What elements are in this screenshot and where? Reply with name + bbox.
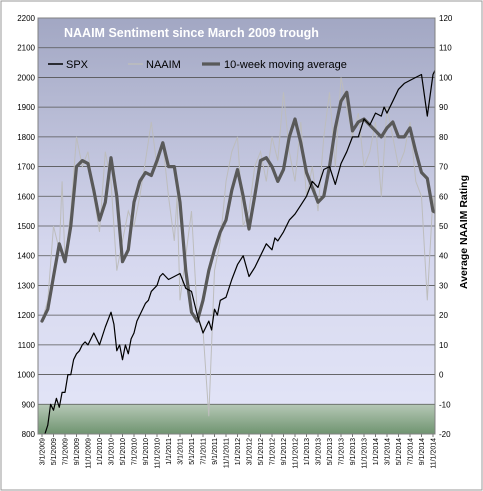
x-tick-label: 3/1/2009 — [40, 438, 47, 465]
y-right-tick-label: 0 — [439, 371, 444, 380]
y-right-tick-label: 10 — [439, 341, 448, 350]
x-tick-label: 9/1/2009 — [74, 438, 81, 465]
x-tick-label: 7/1/2014 — [408, 438, 415, 465]
naaim-line — [41, 77, 435, 417]
x-tick-label: 11/1/2014 — [431, 438, 438, 469]
y-left-tick-label: 1800 — [17, 133, 35, 142]
x-tick-label: 7/1/2013 — [339, 438, 346, 465]
x-tick-label: 1/1/2012 — [235, 438, 242, 465]
x-tick-label: 9/1/2012 — [281, 438, 288, 465]
y-right-tick-label: 110 — [439, 44, 452, 53]
y-left-tick-label: 1700 — [17, 163, 35, 172]
x-tick-label: 1/1/2014 — [373, 438, 380, 465]
y-left-tick-label: 900 — [22, 400, 36, 409]
y-right-tick-label: 60 — [439, 192, 448, 201]
chart-title: NAAIM Sentiment since March 2009 trough — [64, 26, 319, 40]
x-tick-label: 9/1/2014 — [419, 438, 426, 465]
y-right-tick-label: 100 — [439, 73, 453, 82]
x-tick-label: 5/1/2009 — [51, 438, 58, 465]
y-axis-left-labels: 800 900 1000 1100 1200 1300 1400 1500 1600 1700 18… — [17, 14, 35, 439]
legend-label-moving-average: 10-week moving average — [224, 59, 347, 71]
y-left-tick-label: 1100 — [18, 341, 36, 350]
y-left-tick-label: 1300 — [17, 281, 35, 290]
x-axis-labels: 3/1/2009 5/1/2009 7/1/2009 9/1/2009 11/1/200… — [40, 438, 438, 469]
x-tick-label: 1/1/2013 — [304, 438, 311, 465]
x-tick-label: 11/1/2012 — [293, 438, 300, 469]
plot-area-border — [37, 17, 436, 435]
x-tick-label: 5/1/2011 — [189, 438, 196, 465]
x-tick-label: 5/1/2010 — [120, 438, 127, 465]
y-right-tick-label: 50 — [439, 222, 448, 231]
x-tick-label: 5/1/2013 — [327, 438, 334, 465]
y-right-tick-label: 20 — [439, 311, 448, 320]
x-tick-label: 7/1/2012 — [270, 438, 277, 465]
x-tick-label: 3/1/2012 — [247, 438, 254, 465]
y-left-tick-label: 2200 — [17, 14, 35, 23]
x-tick-label: 3/1/2010 — [109, 438, 116, 465]
y-axis-right-title: Average NAAIM Rating — [458, 175, 470, 289]
y-left-tick-label: 800 — [22, 430, 36, 439]
x-tick-label: 9/1/2013 — [350, 438, 357, 465]
y-right-tick-label: 30 — [439, 281, 448, 290]
moving-average-line — [40, 90, 435, 323]
y-left-tick-label: 1200 — [17, 311, 35, 320]
y-right-tick-label: -20 — [439, 430, 451, 439]
x-tick-label: 11/1/2010 — [155, 438, 162, 469]
legend-label-spx: SPX — [66, 59, 89, 71]
legend: SPX NAAIM 10-week moving average — [48, 59, 347, 71]
x-tick-label: 9/1/2010 — [143, 438, 150, 465]
y-right-tick-label: 90 — [439, 103, 448, 112]
x-tick-label: 9/1/2011 — [212, 438, 219, 465]
y-right-tick-label: 40 — [439, 252, 448, 261]
x-tick-label: 1/1/2010 — [97, 438, 104, 465]
y-left-tick-label: 1400 — [17, 252, 35, 261]
x-tick-label: 11/1/2013 — [362, 438, 369, 469]
x-tick-label: 11/1/2011 — [224, 438, 231, 468]
y-left-tick-label: 1600 — [17, 192, 35, 201]
y-right-tick-label: 80 — [439, 133, 448, 142]
y-left-tick-label: 1900 — [17, 103, 35, 112]
y-left-tick-label: 1000 — [17, 371, 35, 380]
x-tick-label: 7/1/2010 — [132, 438, 139, 465]
y-left-tick-label: 2100 — [17, 44, 35, 53]
y-right-tick-label: 120 — [439, 14, 453, 23]
y-right-tick-label: -10 — [439, 400, 451, 409]
x-tick-label: 5/1/2012 — [258, 438, 265, 465]
x-tick-label: 7/1/2009 — [63, 438, 70, 465]
x-tick-label: 11/1/2009 — [86, 438, 93, 469]
x-tick-label: 3/1/2011 — [178, 438, 185, 465]
y-axis-right-labels: -20 -10 0 10 20 30 40 50 60 70 80 90 100 110 120 — [439, 14, 453, 439]
spx-line — [44, 69, 435, 434]
x-tick-label: 3/1/2014 — [385, 438, 392, 465]
y-left-tick-label: 1500 — [17, 222, 35, 231]
y-right-tick-label: 70 — [439, 163, 448, 172]
legend-label-naaim: NAAIM — [146, 59, 181, 71]
y-left-tick-label: 2000 — [17, 73, 35, 82]
bottom-band — [38, 404, 435, 434]
x-tick-label: 1/1/2011 — [166, 438, 173, 465]
x-tick-label: 3/1/2013 — [316, 438, 323, 465]
x-tick-label: 7/1/2011 — [201, 438, 208, 465]
grid-lines — [38, 47, 435, 405]
x-tick-label: 5/1/2014 — [396, 438, 403, 465]
